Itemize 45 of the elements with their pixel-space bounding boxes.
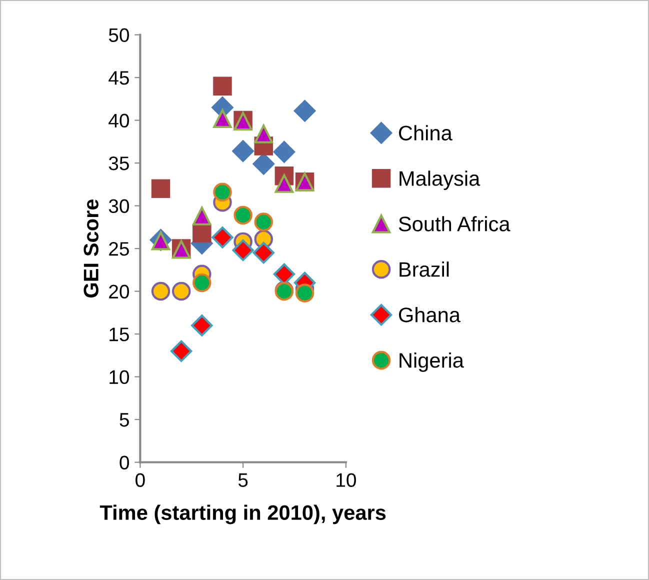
legend-label: Malaysia: [400, 170, 480, 190]
legend-label: Ghana: [398, 307, 460, 322]
y-tick-label: 50: [108, 28, 130, 42]
y-tick-label: 5: [120, 413, 129, 427]
point: [191, 314, 213, 336]
legend-label: South Africa: [398, 216, 510, 232]
y-tick-label: 35: [108, 156, 129, 170]
x-tick-label: 0: [136, 473, 145, 487]
point: [294, 100, 316, 122]
point: [232, 239, 254, 262]
point: [151, 179, 170, 198]
point: [234, 206, 252, 225]
point: [252, 242, 274, 264]
y-tick-label: 25: [109, 242, 129, 256]
y-tick-label: 40: [108, 114, 130, 128]
point: [192, 206, 212, 226]
point: [213, 182, 232, 202]
point: [295, 284, 314, 302]
y-tick-label: 0: [120, 456, 130, 470]
legend-label: Nigeria: [400, 352, 464, 372]
x-tick-label: 10: [336, 473, 356, 487]
y-tick-label: 15: [110, 328, 129, 342]
point: [192, 273, 212, 292]
point: [254, 212, 273, 232]
point: [192, 224, 212, 243]
x-tick-label: 5: [238, 473, 248, 487]
y-tick-label: 45: [108, 71, 129, 85]
point: [172, 282, 191, 301]
point: [232, 140, 254, 162]
point: [274, 174, 294, 193]
y-tick-label: 10: [110, 370, 130, 384]
x-axis-title: Time (starting in 2010), years: [100, 504, 386, 524]
point: [151, 282, 170, 301]
y-axis-title: GEI Score: [84, 199, 98, 298]
legend-label: China: [399, 125, 452, 140]
legend-label: Brazil: [400, 262, 449, 277]
point: [212, 226, 234, 248]
point: [170, 340, 192, 362]
y-tick-label: 30: [108, 199, 130, 214]
point: [273, 141, 296, 163]
point: [252, 153, 274, 175]
point: [254, 124, 273, 144]
y-tick-label: 20: [109, 284, 130, 299]
point: [213, 109, 232, 128]
point: [213, 76, 232, 96]
